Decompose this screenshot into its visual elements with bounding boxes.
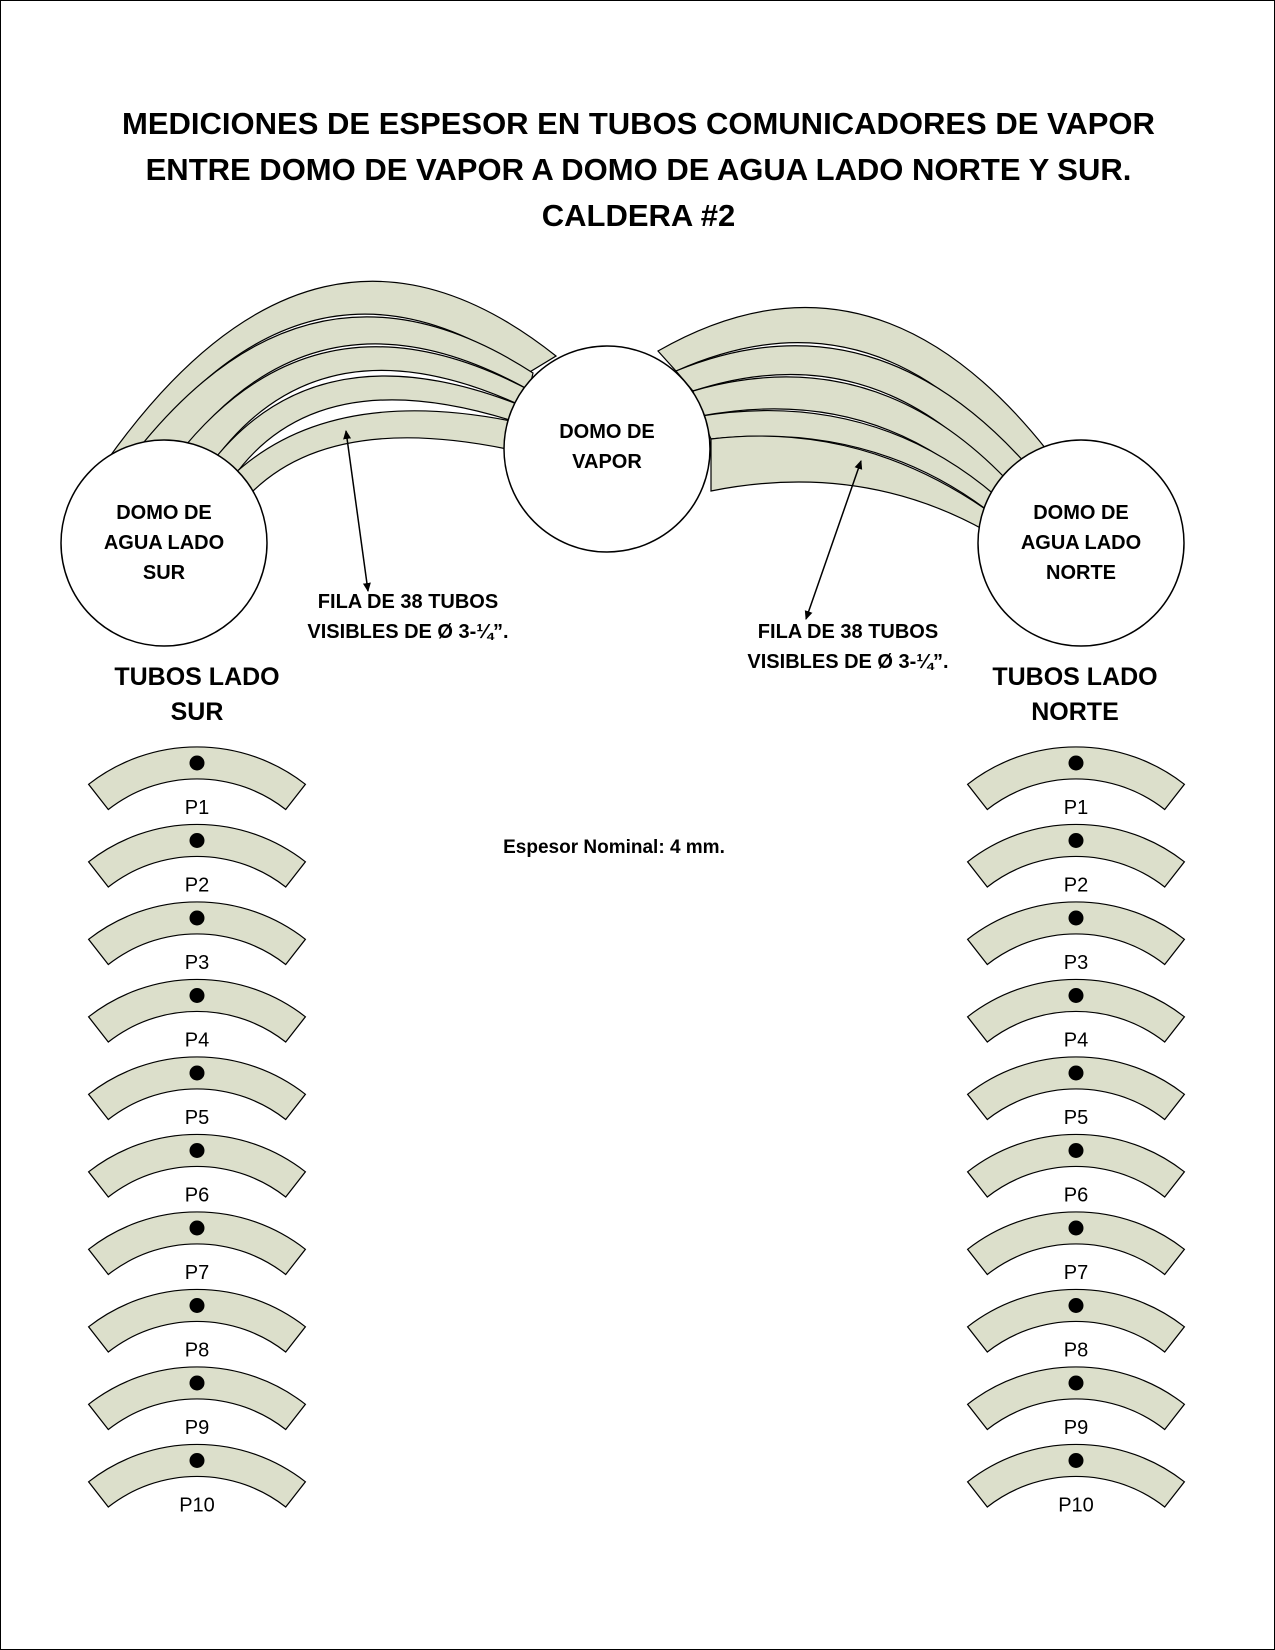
south-point-label: P8 — [185, 1340, 209, 1362]
north-dome-label-3: NORTE — [1046, 562, 1116, 584]
south-tube-section — [87, 1288, 307, 1353]
steam-dome-label-2: VAPOR — [572, 451, 642, 473]
north-measurement-dot — [1068, 833, 1084, 848]
south-dome-label-2: AGUA LADO — [104, 532, 224, 554]
south-tube-section — [87, 978, 307, 1043]
left-annotation-arrow — [343, 430, 371, 592]
north-tube-section — [966, 1366, 1186, 1431]
south-point-label: P4 — [185, 1030, 209, 1052]
north-tube-section — [966, 901, 1186, 966]
north-dome-label-2: AGUA LADO — [1021, 532, 1141, 554]
south-tube-section — [87, 823, 307, 888]
south-tube-section — [87, 1443, 307, 1508]
south-measurement-dot — [189, 1065, 205, 1081]
north-measurement-dot — [1068, 1220, 1084, 1236]
south-point-label: P10 — [179, 1495, 215, 1517]
north-measurement-dot — [1068, 988, 1084, 1003]
right-annotation-arrow — [804, 460, 863, 620]
north-tube-section — [966, 1211, 1186, 1276]
south-point-label: P2 — [185, 875, 209, 897]
north-point-label: P10 — [1058, 1495, 1094, 1517]
steam-dome: DOMO DE VAPOR — [503, 345, 711, 553]
south-point-label: P5 — [185, 1107, 209, 1129]
north-tube-section — [966, 1443, 1186, 1508]
south-measurement-dot — [189, 1453, 205, 1468]
north-tube-section — [966, 1288, 1186, 1353]
south-water-dome: DOMO DE AGUA LADO SUR — [60, 439, 268, 647]
south-tube-section — [87, 1056, 307, 1121]
south-tube-section — [87, 901, 307, 966]
south-measurement-dot — [189, 1143, 205, 1158]
south-measurement-dot — [189, 1298, 205, 1313]
steam-dome-label-1: DOMO DE — [559, 421, 655, 443]
south-point-label: P1 — [185, 797, 209, 819]
north-points: P1 P2 P3 P4 P5 P6 P7 P8 P9 P10 — [966, 746, 1186, 1517]
north-tube-section — [966, 823, 1186, 888]
north-dome-label-1: DOMO DE — [1033, 502, 1129, 524]
south-dome-label-3: SUR — [143, 562, 186, 584]
north-point-label: P4 — [1064, 1030, 1088, 1052]
left-annotation-line-2: VISIBLES DE Ø 3-¼”. — [307, 621, 508, 643]
north-side-label-1: TUBOS LADO — [992, 663, 1157, 691]
north-measurement-dot — [1068, 1298, 1084, 1313]
title-line-3: CALDERA #2 — [541, 198, 736, 233]
south-points: P1 P2 P3 P4 P5 P6 P7 P8 P9 P10 — [87, 746, 307, 1517]
title-line-2: ENTRE DOMO DE VAPOR A DOMO DE AGUA LADO … — [145, 152, 1132, 187]
north-measurement-dot — [1068, 1453, 1084, 1468]
north-measurement-dot — [1068, 1065, 1084, 1081]
south-tube-section — [87, 1211, 307, 1276]
north-point-label: P7 — [1064, 1262, 1088, 1284]
north-point-label: P9 — [1064, 1417, 1088, 1439]
north-point-label: P6 — [1064, 1185, 1088, 1207]
south-measurement-dot — [189, 755, 205, 771]
right-annotation-line-1: FILA DE 38 TUBOS — [758, 621, 938, 643]
south-measurement-dot — [189, 1375, 205, 1391]
north-point-label: P1 — [1064, 797, 1088, 819]
north-side-label-2: NORTE — [1031, 698, 1119, 726]
south-point-label: P9 — [185, 1417, 209, 1439]
north-tube-section — [966, 1133, 1186, 1198]
south-measurement-dot — [189, 833, 205, 848]
south-point-label: P3 — [185, 952, 209, 974]
south-arch-1 — [106, 280, 558, 461]
south-dome-label-1: DOMO DE — [116, 502, 212, 524]
south-side-label-1: TUBOS LADO — [114, 663, 279, 691]
north-water-dome: DOMO DE AGUA LADO NORTE — [977, 439, 1185, 647]
title-line-1: MEDICIONES DE ESPESOR EN TUBOS COMUNICAD… — [122, 106, 1155, 141]
south-tube-section — [87, 1133, 307, 1198]
south-measurement-dot — [189, 988, 205, 1003]
north-point-label: P2 — [1064, 875, 1088, 897]
north-measurement-dot — [1068, 755, 1084, 771]
nominal-thickness: Espesor Nominal: 4 mm. — [503, 837, 725, 858]
north-point-label: P5 — [1064, 1107, 1088, 1129]
north-measurement-dot — [1068, 1143, 1084, 1158]
north-point-label: P8 — [1064, 1340, 1088, 1362]
south-measurement-dot — [189, 1220, 205, 1236]
right-annotation-line-2: VISIBLES DE Ø 3-¼”. — [747, 651, 948, 673]
north-tube-section — [966, 1056, 1186, 1121]
left-annotation-line-1: FILA DE 38 TUBOS — [318, 591, 498, 613]
south-tube-section — [87, 1366, 307, 1431]
north-measurement-dot — [1068, 910, 1084, 926]
south-point-label: P7 — [185, 1262, 209, 1284]
north-point-label: P3 — [1064, 952, 1088, 974]
north-measurement-dot — [1068, 1375, 1084, 1391]
page-title: MEDICIONES DE ESPESOR EN TUBOS COMUNICAD… — [61, 101, 1216, 239]
south-tube-section — [87, 746, 307, 811]
north-tube-section — [966, 978, 1186, 1043]
south-measurement-dot — [189, 910, 205, 926]
south-point-label: P6 — [185, 1185, 209, 1207]
north-tube-section — [966, 746, 1186, 811]
south-side-label-2: SUR — [171, 698, 224, 726]
